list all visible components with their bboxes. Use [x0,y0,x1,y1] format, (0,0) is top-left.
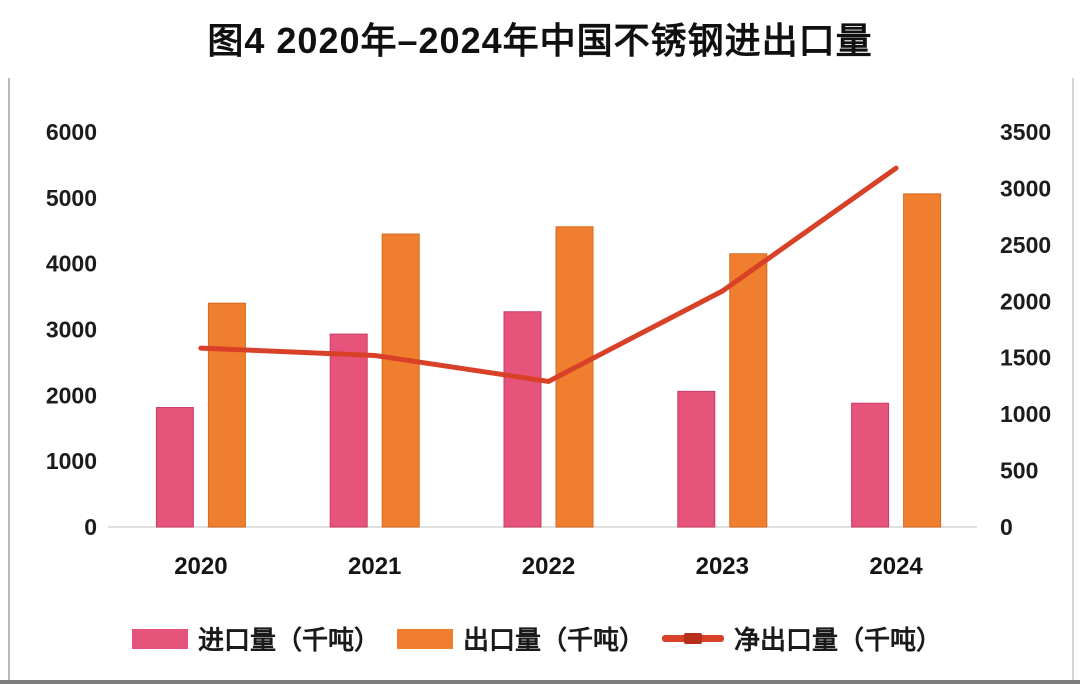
left-axis-tick-label: 4000 [46,251,97,277]
import-swatch-icon [132,628,188,649]
right-axis-tick-label: 2000 [1000,288,1051,314]
import-bar-2022 [503,311,542,528]
legend-item-import: 进口量（千吨） [132,620,380,657]
import-bar-2024 [851,402,890,528]
chart-legend: 进口量（千吨） 出口量（千吨） 净出口量（千吨） [132,620,942,657]
x-axis-label: 2022 [522,553,575,580]
left-axis-tick-label: 5000 [46,185,97,211]
frame-border-right [1072,78,1074,680]
export-bar-2023 [729,253,768,528]
frame-border-bottom [0,680,1080,684]
legend-label-net: 净出口量（千吨） [734,625,943,655]
right-axis-tick-label: 3500 [1000,119,1051,145]
right-axis-tick-label: 500 [1000,458,1038,484]
legend-item-net: 净出口量（千吨） [662,620,942,657]
export-swatch-icon [397,628,454,649]
left-axis-tick-label: 1000 [46,448,97,474]
left-axis-tick-label: 6000 [46,119,97,145]
x-axis-label: 2024 [869,553,923,580]
net-line-marker-icon [684,633,703,644]
right-axis-tick-label: 1000 [1000,401,1051,427]
right-axis-tick-label: 0 [1000,514,1013,540]
legend-label-import: 进口量（千吨） [198,625,381,655]
chart-title: 图4 2020年–2024年中国不锈钢进出口量 [207,20,873,61]
import-bar-2020 [155,407,194,528]
net-export-line [198,165,899,384]
left-axis-tick-label: 3000 [46,317,97,343]
frame-border-left [8,78,10,680]
right-axis-tick-label: 2500 [1000,232,1051,258]
export-bar-2020 [207,302,246,528]
left-axis-tick-label: 0 [84,514,97,540]
x-axis-label: 2023 [696,553,749,580]
legend-item-export: 出口量（千吨） [397,620,645,657]
left-axis-tick-label: 2000 [46,382,97,408]
import-bar-2023 [677,390,716,528]
legend-label-export: 出口量（千吨） [463,625,646,655]
export-bar-2021 [381,233,420,528]
x-axis-label: 2020 [174,553,227,580]
x-axis-label: 2021 [348,553,401,580]
net-line-swatch-icon [662,633,725,644]
export-bar-2024 [903,193,942,528]
right-axis-tick-label: 3000 [1000,175,1051,201]
right-axis-tick-label: 1500 [1000,345,1051,371]
import-bar-2021 [329,333,368,528]
